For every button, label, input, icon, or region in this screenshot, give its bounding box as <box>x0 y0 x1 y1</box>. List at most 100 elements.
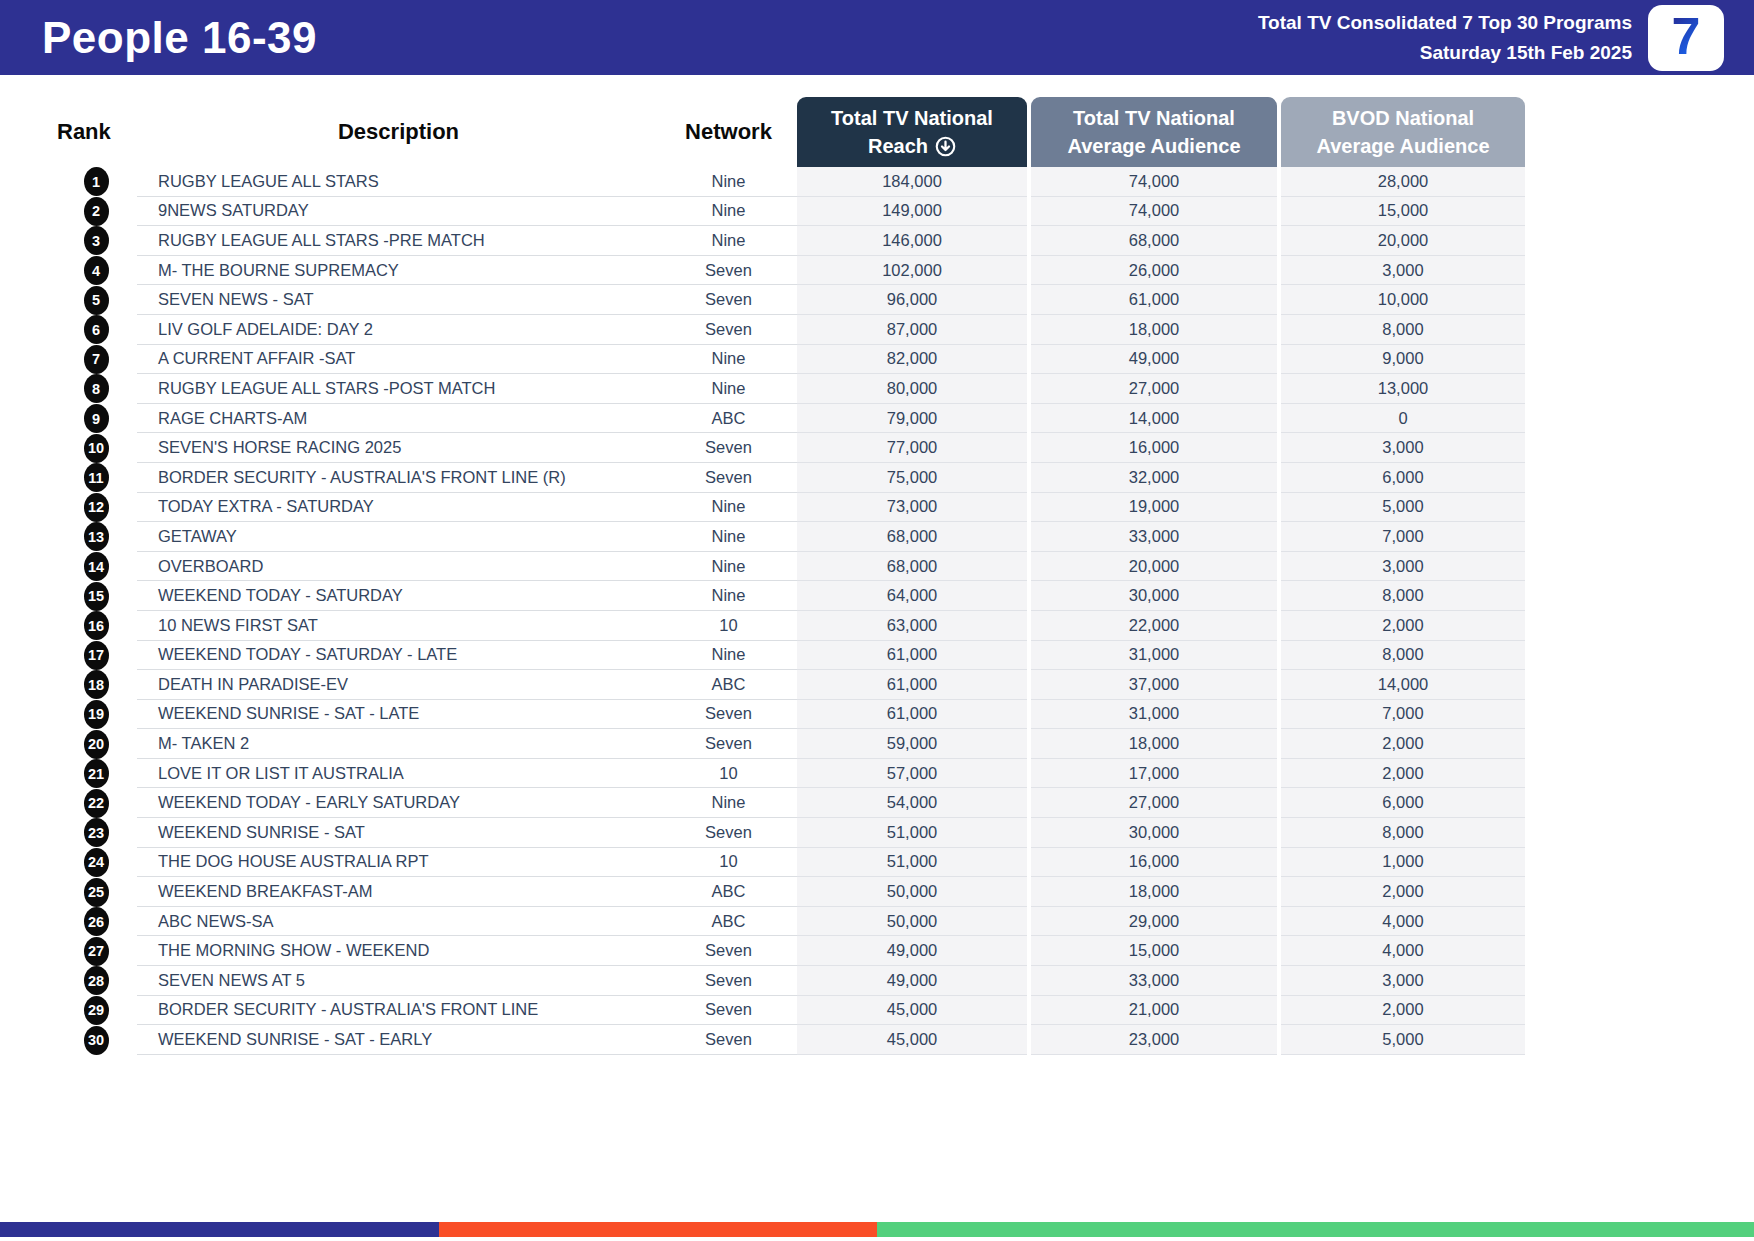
bvod-average-audience-cell: 8,000 <box>1281 818 1525 848</box>
table-row: 2 9NEWS SATURDAY Nine 149,000 74,000 15,… <box>55 197 1525 227</box>
description-cell: RUGBY LEAGUE ALL STARS -POST MATCH <box>137 374 660 404</box>
description-cell: SEVEN NEWS - SAT <box>137 285 660 315</box>
rank-cell: 22 <box>55 788 137 818</box>
rank-cell: 12 <box>55 493 137 523</box>
total-tv-average-audience-cell: 61,000 <box>1031 285 1277 315</box>
rank-badge: 5 <box>84 286 109 315</box>
rank-badge: 19 <box>84 700 109 729</box>
table-body: 1 RUGBY LEAGUE ALL STARS Nine 184,000 74… <box>55 167 1525 1055</box>
table-row: 6 LIV GOLF ADELAIDE: DAY 2 Seven 87,000 … <box>55 315 1525 345</box>
table-row: 30 WEEKEND SUNRISE - SAT - EARLY Seven 4… <box>55 1025 1525 1055</box>
description-cell: OVERBOARD <box>137 552 660 582</box>
description-cell: WEEKEND SUNRISE - SAT <box>137 818 660 848</box>
seven-logo-glyph: 7 <box>1672 10 1701 62</box>
bvod-average-audience-cell: 6,000 <box>1281 463 1525 493</box>
rank-cell: 9 <box>55 404 137 434</box>
total-tv-average-audience-cell: 22,000 <box>1031 611 1277 641</box>
bvod-average-audience-cell: 8,000 <box>1281 641 1525 671</box>
network-cell: Nine <box>660 788 797 818</box>
arrow-down-circle-icon <box>935 136 956 157</box>
total-tv-average-audience-cell: 26,000 <box>1031 256 1277 286</box>
description-cell: WEEKEND BREAKFAST-AM <box>137 877 660 907</box>
bvod-header-line1: BVOD National <box>1332 104 1474 132</box>
network-cell: Nine <box>660 374 797 404</box>
network-cell: Nine <box>660 581 797 611</box>
rank-badge: 16 <box>84 611 109 640</box>
table-row: 3 RUGBY LEAGUE ALL STARS -PRE MATCH Nine… <box>55 226 1525 256</box>
table-row: 8 RUGBY LEAGUE ALL STARS -POST MATCH Nin… <box>55 374 1525 404</box>
total-tv-reach-cell: 184,000 <box>797 167 1027 197</box>
rank-cell: 2 <box>55 197 137 227</box>
total-tv-average-audience-cell: 33,000 <box>1031 966 1277 996</box>
bvod-average-audience-cell: 9,000 <box>1281 345 1525 375</box>
green-segment <box>877 1222 1754 1237</box>
rank-cell: 4 <box>55 256 137 286</box>
footer-color-bar <box>0 1222 1754 1237</box>
rank-badge: 22 <box>84 789 109 818</box>
rank-cell: 16 <box>55 611 137 641</box>
network-cell: Nine <box>660 522 797 552</box>
table-row: 15 WEEKEND TODAY - SATURDAY Nine 64,000 … <box>55 581 1525 611</box>
bvod-average-audience-cell: 2,000 <box>1281 877 1525 907</box>
rank-badge: 24 <box>84 848 109 877</box>
total-tv-average-audience-cell: 18,000 <box>1031 729 1277 759</box>
rank-cell: 6 <box>55 315 137 345</box>
bvod-average-audience-cell: 5,000 <box>1281 493 1525 523</box>
table-row: 7 A CURRENT AFFAIR -SAT Nine 82,000 49,0… <box>55 345 1525 375</box>
total-tv-reach-cell: 51,000 <box>797 818 1027 848</box>
total-tv-reach-cell: 61,000 <box>797 700 1027 730</box>
table-row: 27 THE MORNING SHOW - WEEKEND Seven 49,0… <box>55 936 1525 966</box>
rank-badge: 15 <box>84 582 109 611</box>
bvod-average-audience-cell: 3,000 <box>1281 552 1525 582</box>
table-row: 17 WEEKEND TODAY - SATURDAY - LATE Nine … <box>55 641 1525 671</box>
table-row: 18 DEATH IN PARADISE-EV ABC 61,000 37,00… <box>55 670 1525 700</box>
bvod-average-audience-cell: 5,000 <box>1281 1025 1525 1055</box>
description-cell: 9NEWS SATURDAY <box>137 197 660 227</box>
seven-network-logo: 7 <box>1648 5 1724 71</box>
table-row: 12 TODAY EXTRA - SATURDAY Nine 73,000 19… <box>55 493 1525 523</box>
total-tv-average-audience-cell: 18,000 <box>1031 877 1277 907</box>
rank-badge: 29 <box>84 996 109 1025</box>
total-tv-average-audience-cell: 15,000 <box>1031 936 1277 966</box>
description-cell: WEEKEND SUNRISE - SAT - EARLY <box>137 1025 660 1055</box>
total-tv-reach-cell: 59,000 <box>797 729 1027 759</box>
total-tv-reach-cell: 50,000 <box>797 877 1027 907</box>
bvod-average-audience-cell: 20,000 <box>1281 226 1525 256</box>
total-tv-reach-cell: 45,000 <box>797 1025 1027 1055</box>
total-tv-reach-cell: 68,000 <box>797 552 1027 582</box>
network-cell: Seven <box>660 256 797 286</box>
bvod-average-audience-cell: 4,000 <box>1281 907 1525 937</box>
orange-segment <box>439 1222 878 1237</box>
bvod-average-audience-cell: 0 <box>1281 404 1525 434</box>
report-subtitle: Total TV Consolidated 7 Top 30 Programs … <box>1258 8 1648 67</box>
description-cell: RUGBY LEAGUE ALL STARS <box>137 167 660 197</box>
description-cell: SEVEN NEWS AT 5 <box>137 966 660 996</box>
total-tv-reach-cell: 79,000 <box>797 404 1027 434</box>
total-tv-average-audience-cell: 23,000 <box>1031 1025 1277 1055</box>
rank-badge: 17 <box>84 641 109 670</box>
total-tv-average-audience-cell: 74,000 <box>1031 167 1277 197</box>
description-cell: DEATH IN PARADISE-EV <box>137 670 660 700</box>
top-banner: People 16-39 Total TV Consolidated 7 Top… <box>0 0 1754 75</box>
description-cell: RAGE CHARTS-AM <box>137 404 660 434</box>
column-header-total-tv-reach[interactable]: Total TV National Reach <box>797 97 1027 167</box>
rank-cell: 26 <box>55 907 137 937</box>
rank-cell: 11 <box>55 463 137 493</box>
total-tv-reach-cell: 73,000 <box>797 493 1027 523</box>
rank-badge: 2 <box>84 197 109 226</box>
bvod-average-audience-cell: 13,000 <box>1281 374 1525 404</box>
rank-badge: 6 <box>84 315 109 344</box>
rank-cell: 1 <box>55 167 137 197</box>
total-tv-reach-cell: 61,000 <box>797 641 1027 671</box>
total-tv-reach-cell: 77,000 <box>797 433 1027 463</box>
table-row: 29 BORDER SECURITY - AUSTRALIA'S FRONT L… <box>55 996 1525 1026</box>
rank-badge: 26 <box>84 907 109 936</box>
bvod-average-audience-cell: 3,000 <box>1281 256 1525 286</box>
description-cell: SEVEN'S HORSE RACING 2025 <box>137 433 660 463</box>
total-tv-reach-cell: 49,000 <box>797 936 1027 966</box>
bvod-average-audience-cell: 2,000 <box>1281 759 1525 789</box>
table-row: 4 M- THE BOURNE SUPREMACY Seven 102,000 … <box>55 256 1525 286</box>
network-cell: 10 <box>660 848 797 878</box>
table-row: 22 WEEKEND TODAY - EARLY SATURDAY Nine 5… <box>55 788 1525 818</box>
total-tv-average-audience-cell: 16,000 <box>1031 433 1277 463</box>
